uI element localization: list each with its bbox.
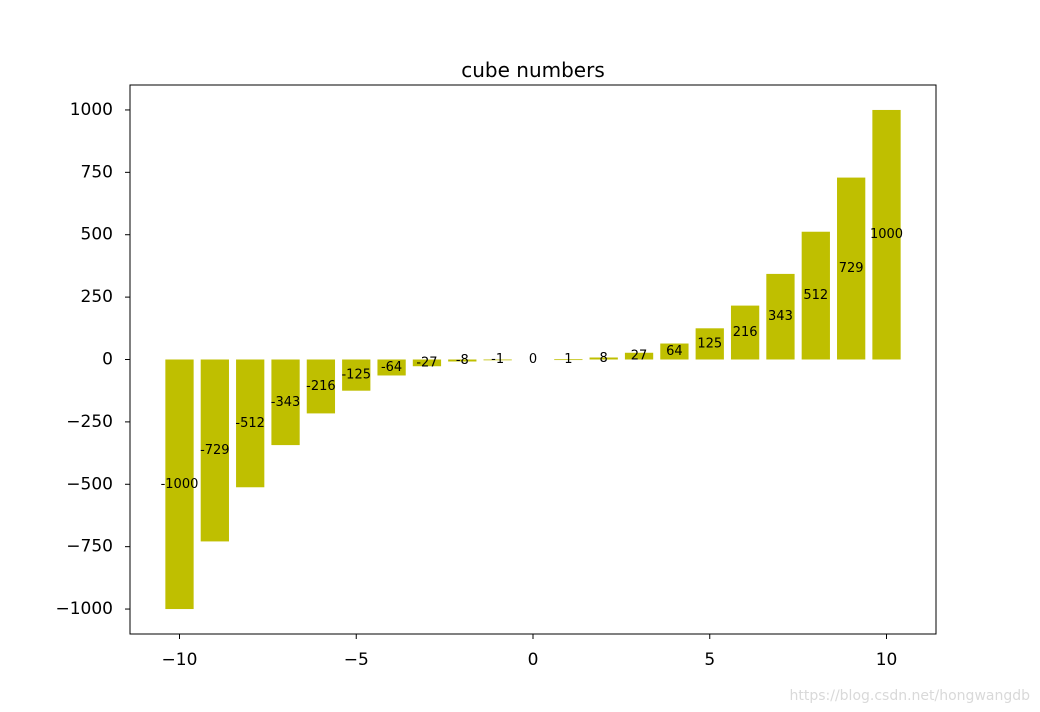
x-tick-label: −5 — [344, 650, 369, 670]
bar-18 — [801, 231, 830, 360]
y-tick-label: 0 — [102, 350, 113, 370]
bar-8 — [448, 359, 477, 362]
y-tick-label: −750 — [66, 537, 113, 557]
plot-frame — [129, 84, 937, 635]
bar-4 — [306, 359, 336, 414]
bar-value-label: -729 — [200, 443, 230, 458]
bar-5 — [342, 359, 371, 391]
x-tick-label: 5 — [704, 650, 715, 670]
bar-value-label: 8 — [600, 351, 608, 366]
bar-9 — [483, 359, 512, 361]
bar-value-label: 512 — [803, 288, 828, 303]
bar-value-label: 216 — [733, 325, 758, 340]
bar-19 — [837, 177, 866, 360]
bar-2 — [236, 359, 265, 488]
bar-value-label: 1000 — [870, 227, 903, 242]
watermark: https://blog.csdn.net/hongwangdb — [789, 688, 1030, 704]
bar-value-label: -343 — [271, 395, 301, 410]
bar-0 — [165, 359, 194, 610]
bar-6 — [377, 359, 406, 376]
bar-12 — [589, 357, 618, 360]
bar-value-label: -1000 — [161, 477, 199, 492]
bar-value-label: 729 — [839, 261, 864, 276]
bar-1 — [200, 359, 229, 542]
y-tick-label: −500 — [66, 474, 113, 494]
x-tick-label: −10 — [162, 650, 198, 670]
bar-13 — [624, 352, 654, 360]
y-tick-label: 750 — [81, 162, 113, 182]
y-tick-label: −250 — [66, 412, 113, 432]
bar-14 — [660, 343, 689, 360]
bar-value-label: -8 — [456, 353, 469, 368]
bar-value-label: 27 — [631, 349, 648, 364]
bar-value-label: 0 — [529, 352, 537, 367]
bar-20 — [872, 109, 901, 360]
bar-value-label: 125 — [697, 336, 722, 351]
bar-16 — [730, 305, 760, 360]
bar-value-label: -512 — [235, 416, 265, 431]
bar-value-label: 64 — [666, 344, 683, 359]
bar-value-label: -125 — [341, 368, 371, 383]
y-tick-label: 250 — [81, 287, 113, 307]
bar-3 — [271, 359, 300, 446]
bar-15 — [695, 328, 724, 360]
x-tick-label: 0 — [528, 650, 539, 670]
y-tick-label: 1000 — [70, 100, 113, 120]
bar-value-label: 343 — [768, 309, 793, 324]
bar-value-label: -64 — [381, 360, 402, 375]
chart-title: cube numbers — [461, 58, 605, 82]
bar-value-label: -216 — [306, 379, 336, 394]
bar-11 — [554, 359, 583, 361]
y-tick-label: 500 — [81, 225, 113, 245]
x-tick-label: 10 — [876, 650, 898, 670]
bar-7 — [412, 359, 442, 367]
bar-17 — [766, 273, 795, 360]
y-tick-label: −1000 — [55, 599, 113, 619]
bar-value-label: -1 — [491, 352, 504, 367]
bar-value-label: 1 — [564, 352, 572, 367]
bar-value-label: -27 — [416, 355, 437, 370]
